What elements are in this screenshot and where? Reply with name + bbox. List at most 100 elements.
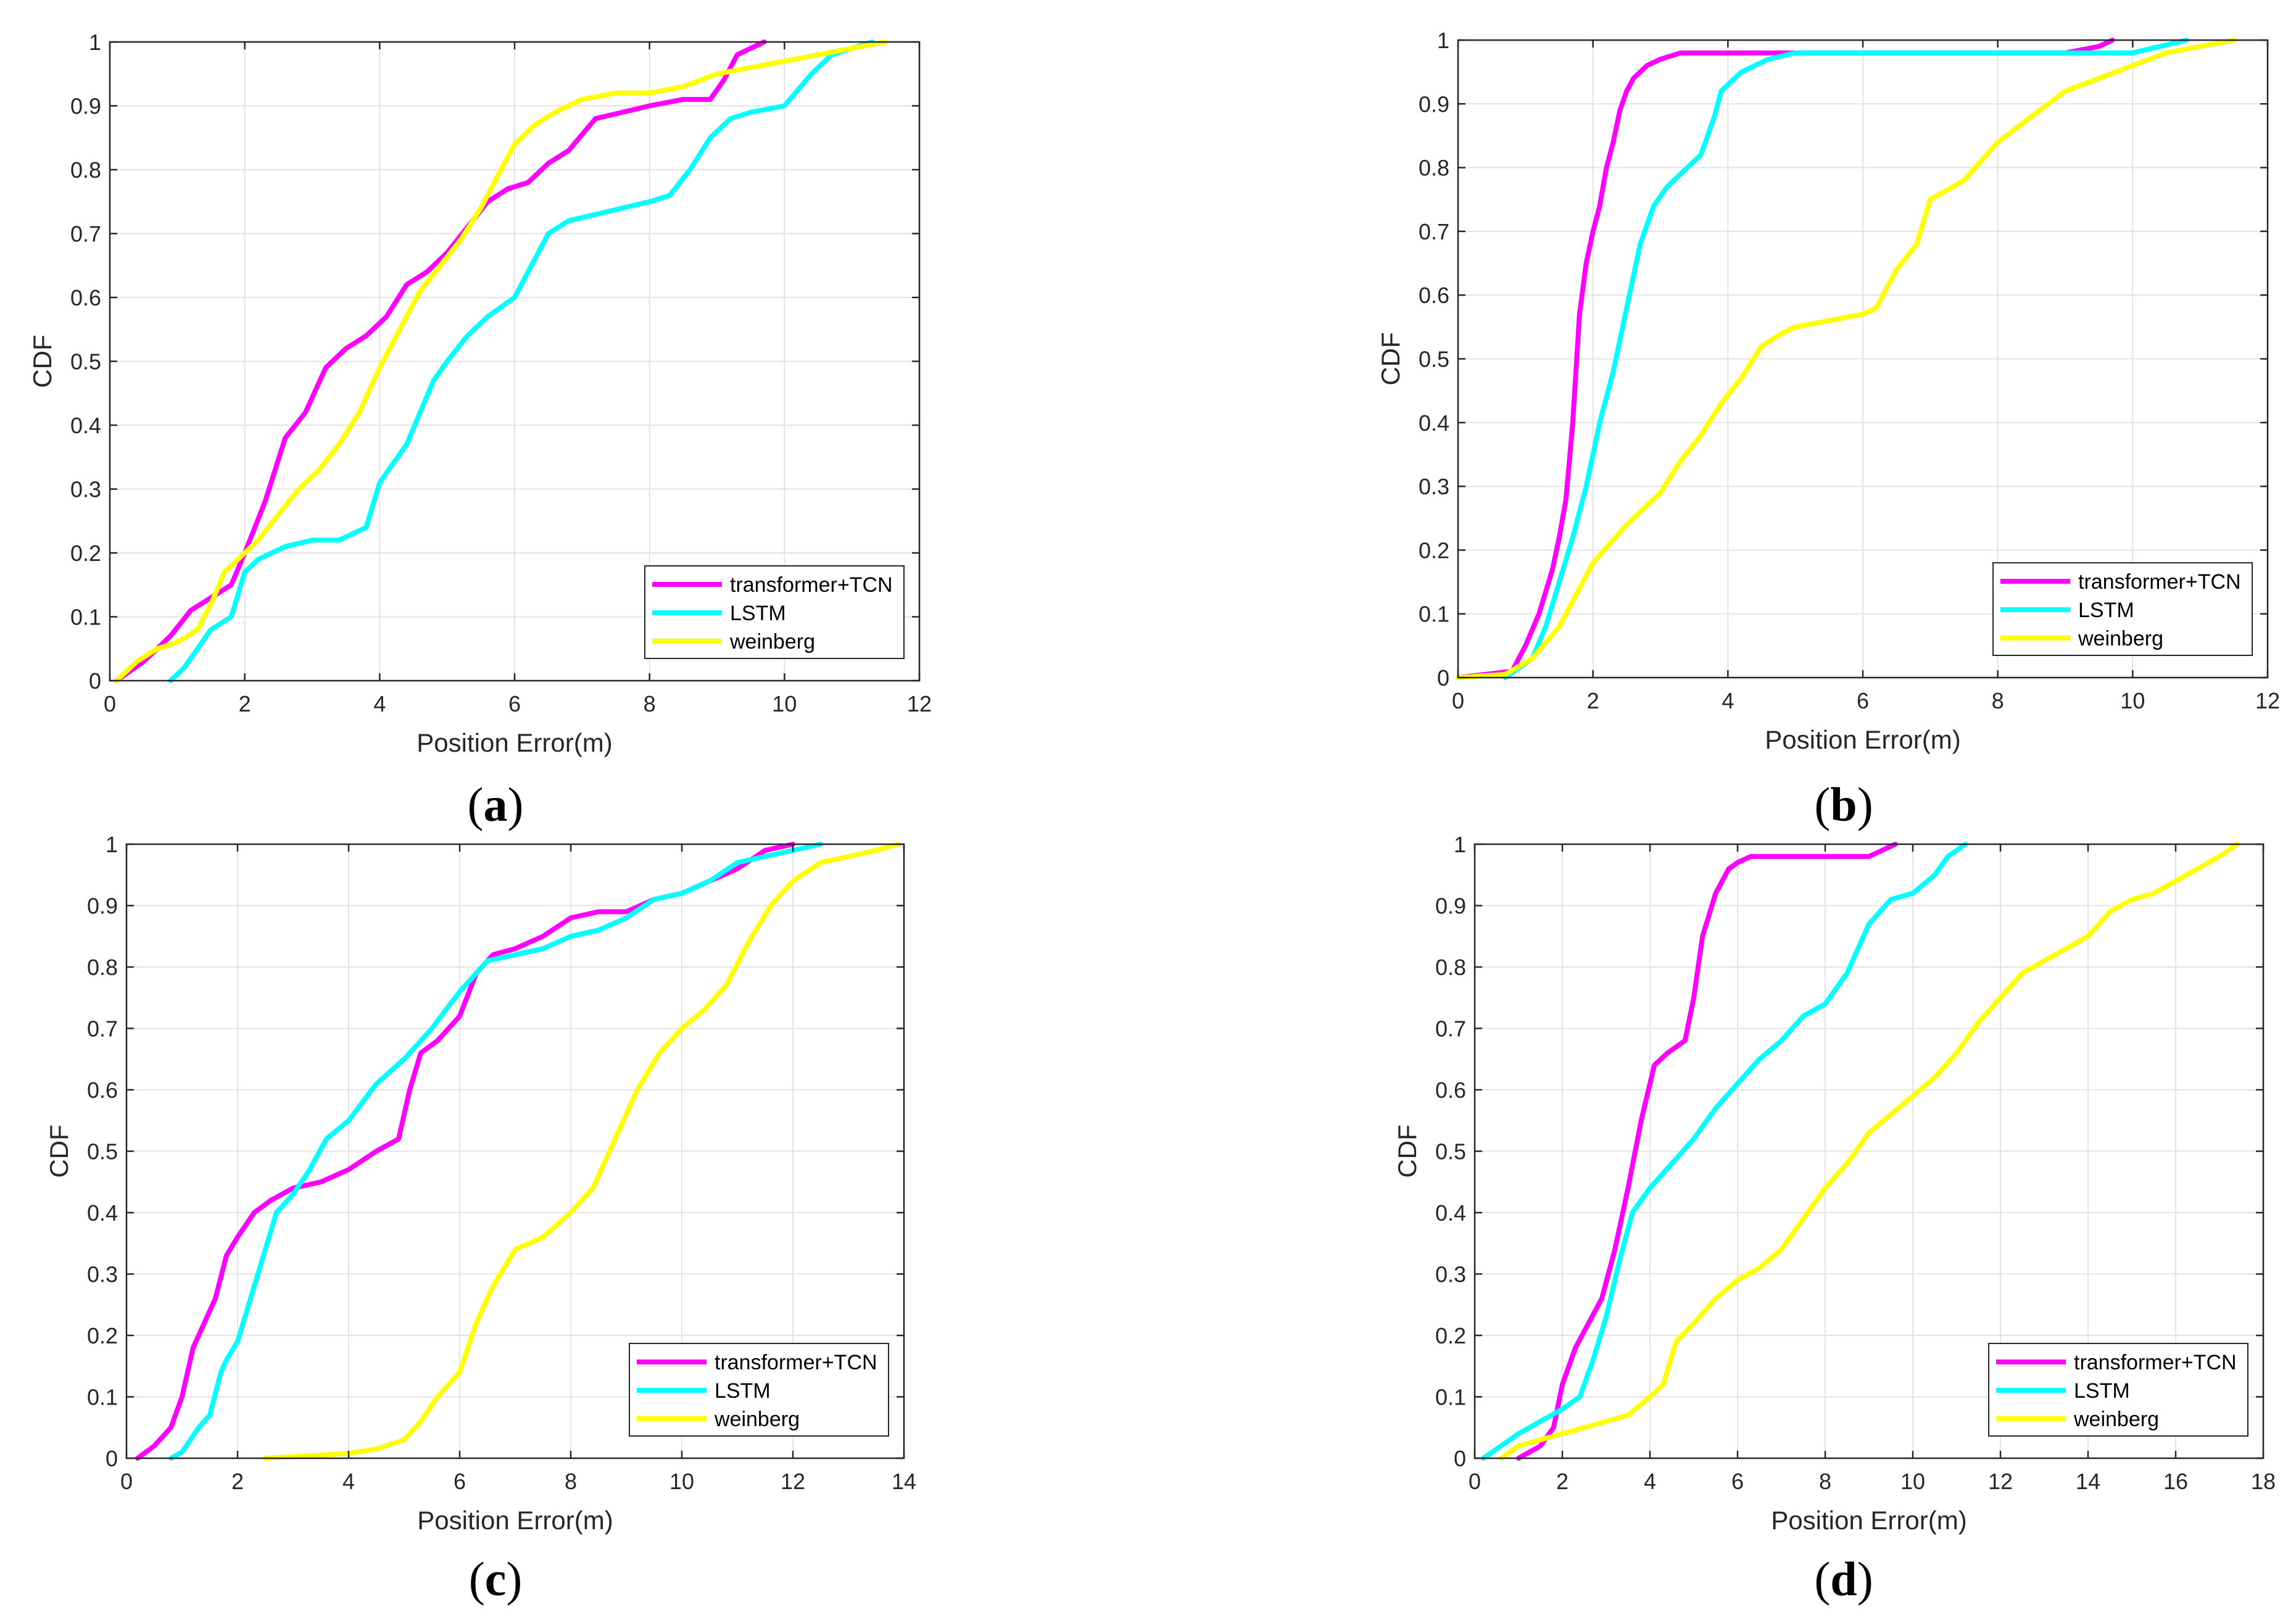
- y-tick-label: 0.3: [70, 477, 101, 502]
- y-tick-label: 0.1: [1435, 1385, 1466, 1410]
- y-tick-label: 0: [1437, 665, 1449, 691]
- x-tick-label: 12: [2255, 688, 2280, 713]
- x-axis-label: Position Error(m): [417, 1506, 613, 1535]
- y-tick-label: 0.3: [1435, 1262, 1466, 1287]
- y-tick-label: 0.7: [87, 1016, 118, 1042]
- cdf-chart-b: 0 2 4 6 8 10 12 0 0.1 0.2 0.3 0.4 0.5 0.6 0.7 0.8 0.9 1 Po…: [1376, 28, 2280, 831]
- legend: transformer+TCN LSTM weinberg: [629, 1343, 889, 1437]
- x-tick-label: 8: [565, 1469, 577, 1494]
- y-tick-label: 0.5: [1435, 1139, 1466, 1164]
- x-axis-label: Position Error(m): [1765, 725, 1960, 754]
- y-tick-label: 0: [106, 1446, 118, 1471]
- y-tick-label: 0.9: [1419, 91, 1449, 117]
- x-tick-label: 10: [772, 691, 797, 716]
- y-axis-label: CDF: [1376, 332, 1405, 385]
- legend-label: weinberg: [729, 630, 815, 654]
- y-tick-label: 1: [1454, 832, 1466, 857]
- x-tick-label: 16: [2163, 1469, 2188, 1494]
- y-tick-label: 0.1: [1419, 602, 1449, 627]
- legend-label: weinberg: [2073, 1408, 2159, 1431]
- x-tick-label: 6: [454, 1469, 466, 1494]
- legend-label: LSTM: [730, 602, 786, 625]
- y-tick-label: 0.1: [70, 605, 101, 630]
- series-line-weinberg: [1456, 38, 2237, 680]
- y-tick-label: 0.2: [1419, 538, 1449, 563]
- series-line-weinberg: [263, 842, 901, 1461]
- legend-label: LSTM: [715, 1379, 771, 1403]
- cdf-chart-a: 0 2 4 6 8 10 12 0 0.1 0.2 0.3 0.4 0.5 0.6 0.7 0.8 0.9 1 Po…: [28, 30, 932, 831]
- series-line-transformer-tcn: [114, 39, 767, 683]
- y-tick-label: 1: [89, 30, 101, 55]
- x-tick-label: 14: [892, 1469, 916, 1494]
- series-line-weinberg: [114, 39, 889, 683]
- y-tick-label: 0.6: [1419, 283, 1449, 308]
- series-line-weinberg: [1498, 842, 2240, 1461]
- y-axis-label: CDF: [28, 334, 57, 388]
- y-tick-label: 0.2: [1435, 1323, 1466, 1348]
- legend-label: transformer+TCN: [2078, 570, 2241, 594]
- y-tick-label: 0: [1454, 1446, 1466, 1471]
- y-tick-label: 0.7: [1419, 219, 1449, 244]
- y-tick-label: 0.8: [87, 955, 118, 980]
- y-tick-label: 0.6: [70, 285, 101, 310]
- panel-caption: (a): [468, 778, 524, 831]
- series-line-lstm: [1502, 38, 2189, 680]
- x-tick-label: 10: [669, 1469, 694, 1494]
- legend-label: weinberg: [714, 1408, 800, 1431]
- series-line-lstm: [1481, 842, 1968, 1461]
- y-tick-label: 0.4: [87, 1200, 118, 1226]
- series-line-transformer-tcn: [1516, 842, 1898, 1461]
- x-tick-label: 10: [1900, 1469, 1925, 1494]
- y-tick-label: 1: [1437, 28, 1449, 53]
- x-tick-label: 2: [1587, 688, 1599, 713]
- y-axis-label: CDF: [44, 1124, 73, 1177]
- y-tick-label: 0.4: [1419, 410, 1449, 436]
- y-axis-label: CDF: [1393, 1124, 1422, 1177]
- x-tick-label: 0: [1469, 1469, 1481, 1494]
- y-tick-label: 0.5: [70, 349, 101, 375]
- legend-label: LSTM: [2074, 1379, 2130, 1403]
- x-tick-label: 18: [2251, 1469, 2276, 1494]
- legend: transformer+TCN LSTM weinberg: [1988, 1343, 2248, 1437]
- x-tick-label: 12: [1988, 1469, 2013, 1494]
- x-tick-label: 0: [1452, 688, 1464, 713]
- series-line-lstm: [168, 842, 823, 1461]
- legend-label: transformer+TCN: [2074, 1351, 2237, 1374]
- x-tick-label: 8: [1992, 688, 2004, 713]
- x-tick-label: 2: [239, 691, 251, 716]
- y-tick-label: 0.7: [1435, 1016, 1466, 1042]
- x-tick-label: 14: [2076, 1469, 2100, 1494]
- y-tick-label: 0: [89, 668, 101, 694]
- cdf-chart-c: 0 2 4 6 8 10 12 14 0 0.1 0.2 0.3 0.4 0.5 0.6 0.7 0.8 0.9 1…: [44, 832, 916, 1606]
- y-tick-label: 0.3: [87, 1262, 118, 1287]
- x-tick-label: 12: [781, 1469, 805, 1494]
- x-tick-label: 6: [508, 691, 521, 716]
- x-tick-label: 4: [342, 1469, 355, 1494]
- x-tick-label: 2: [1556, 1469, 1569, 1494]
- legend-label: weinberg: [2078, 627, 2163, 650]
- cdf-chart-d: 0 2 4 6 8 10 12 14 16 18 0 0.1 0.2 0.3 0.4 0.5 0.6 0.7 0.8…: [1393, 832, 2276, 1606]
- panel-caption: (d): [1814, 1552, 1873, 1606]
- x-tick-label: 4: [1644, 1469, 1656, 1494]
- y-tick-label: 0.9: [70, 94, 101, 119]
- legend-label: transformer+TCN: [715, 1351, 877, 1374]
- x-tick-label: 0: [104, 691, 116, 716]
- x-tick-label: 10: [2120, 688, 2145, 713]
- panel-caption: (c): [469, 1552, 523, 1606]
- legend: transformer+TCN LSTM weinberg: [1992, 562, 2253, 656]
- x-tick-label: 8: [644, 691, 656, 716]
- y-tick-label: 0.4: [70, 413, 101, 438]
- panel-caption: (b): [1814, 778, 1873, 831]
- y-tick-label: 0.7: [70, 222, 101, 247]
- y-tick-label: 0.6: [87, 1077, 118, 1103]
- y-tick-label: 0.9: [1435, 894, 1466, 919]
- y-tick-label: 0.1: [87, 1385, 118, 1410]
- y-tick-label: 0.5: [87, 1139, 118, 1164]
- x-tick-label: 2: [231, 1469, 244, 1494]
- legend-label: transformer+TCN: [730, 573, 893, 597]
- y-tick-label: 0.3: [1419, 474, 1449, 499]
- y-tick-label: 0.8: [1435, 955, 1466, 980]
- legend: transformer+TCN LSTM weinberg: [644, 565, 905, 659]
- x-tick-label: 0: [120, 1469, 133, 1494]
